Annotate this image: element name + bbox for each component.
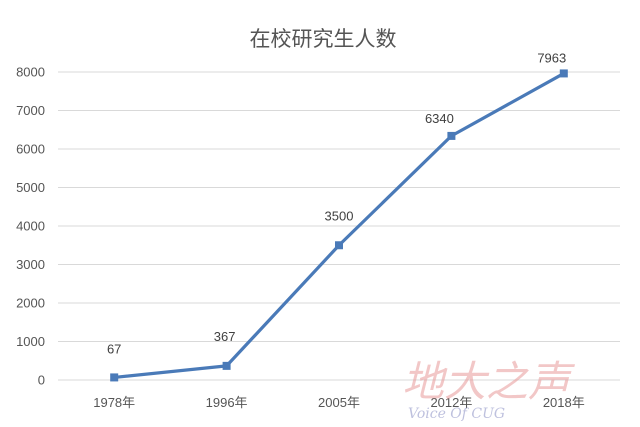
watermark-sub: Voice Of CUG xyxy=(408,406,505,422)
data-point xyxy=(447,131,456,140)
data-point xyxy=(335,241,343,250)
data-point xyxy=(110,373,119,382)
x-tick-label: 2005年 xyxy=(318,395,360,410)
gridlines xyxy=(58,71,620,381)
y-axis-ticks: 0 1000 2000 3000 4000 5000 6000 7000 8000 xyxy=(16,65,45,388)
data-label: 3500 xyxy=(325,208,354,223)
y-tick-label: 6000 xyxy=(16,142,45,157)
chart-title: 在校研究生人数 xyxy=(250,27,397,51)
data-labels: 67 367 3500 6340 7963 xyxy=(107,50,566,356)
x-tick-label: 1996年 xyxy=(206,395,248,410)
x-tick-label: 2018年 xyxy=(543,395,585,410)
watermark-main: 地大之声 xyxy=(402,357,576,406)
y-tick-label: 8000 xyxy=(16,65,45,80)
data-label: 67 xyxy=(107,341,121,356)
y-tick-label: 4000 xyxy=(16,219,45,234)
y-tick-label: 7000 xyxy=(16,103,45,118)
y-tick-label: 1000 xyxy=(16,334,45,349)
x-tick-label: 1978年 xyxy=(93,395,135,410)
data-point xyxy=(222,361,231,370)
data-markers xyxy=(110,69,568,382)
data-point xyxy=(559,69,568,78)
data-label: 7963 xyxy=(537,50,566,65)
data-label: 6340 xyxy=(425,111,454,126)
y-tick-label: 3000 xyxy=(16,257,45,272)
series-line xyxy=(114,72,565,380)
y-tick-label: 2000 xyxy=(16,296,45,311)
watermark: 地大之声 Voice Of CUG xyxy=(402,357,576,422)
x-tick-label: 2012年 xyxy=(430,395,472,410)
y-tick-label: 0 xyxy=(38,373,45,388)
x-axis-ticks: 1978年 1996年 2005年 2012年 2018年 xyxy=(93,395,585,410)
data-label: 367 xyxy=(214,329,236,344)
y-tick-label: 5000 xyxy=(16,180,45,195)
